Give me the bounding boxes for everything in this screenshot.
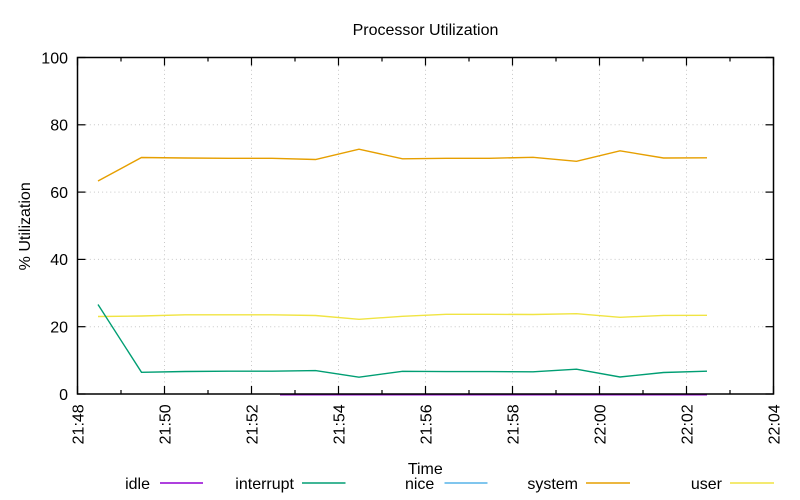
svg-text:0: 0 (59, 387, 68, 404)
svg-text:21:50: 21:50 (158, 404, 175, 444)
svg-text:22:02: 22:02 (680, 404, 697, 444)
svg-text:22:00: 22:00 (593, 404, 610, 444)
svg-text:system: system (527, 476, 578, 493)
svg-text:21:56: 21:56 (419, 404, 436, 444)
svg-text:nice: nice (405, 476, 434, 493)
svg-text:21:54: 21:54 (332, 404, 349, 444)
svg-text:40: 40 (50, 252, 68, 269)
svg-text:Time: Time (408, 461, 443, 478)
svg-text:idle: idle (125, 476, 150, 493)
svg-text:80: 80 (50, 118, 68, 135)
svg-text:user: user (691, 476, 723, 493)
svg-text:interrupt: interrupt (235, 476, 294, 493)
svg-text:% Utilization: % Utilization (17, 182, 34, 270)
svg-text:21:52: 21:52 (245, 404, 262, 444)
svg-text:Processor Utilization: Processor Utilization (353, 22, 499, 39)
svg-text:20: 20 (50, 320, 68, 337)
svg-text:21:58: 21:58 (506, 404, 523, 444)
svg-text:100: 100 (41, 50, 68, 67)
svg-text:60: 60 (50, 185, 68, 202)
svg-text:21:48: 21:48 (71, 404, 88, 444)
svg-text:22:04: 22:04 (767, 404, 784, 444)
